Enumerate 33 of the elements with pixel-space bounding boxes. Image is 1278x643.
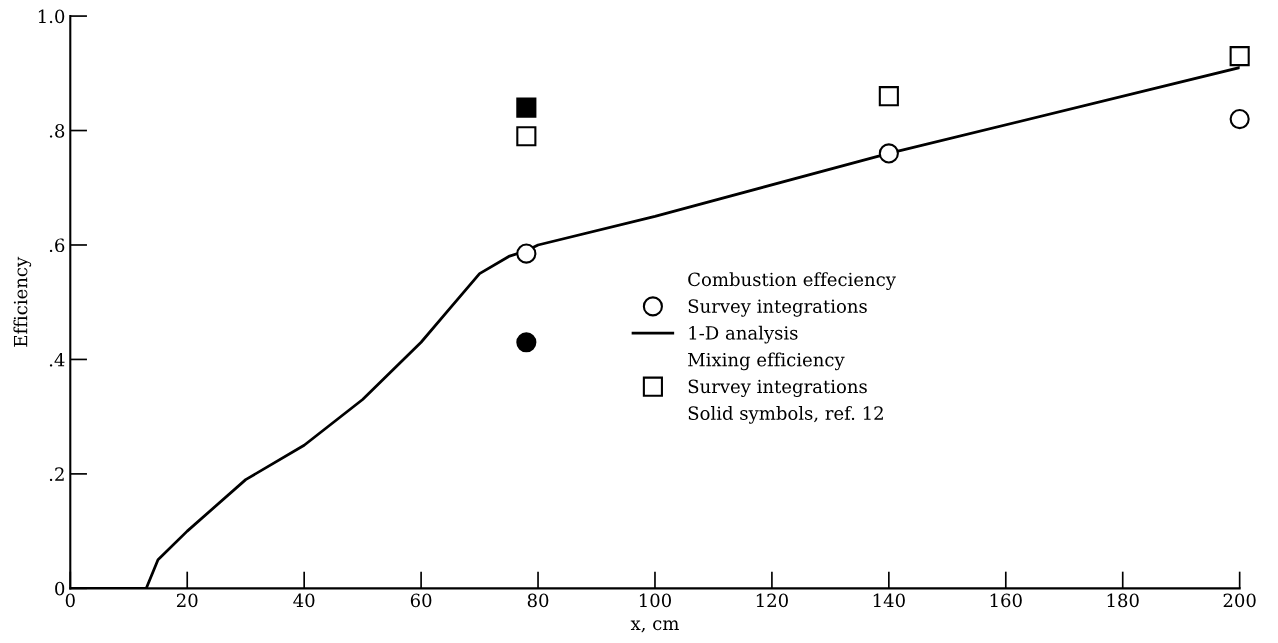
point xyxy=(516,126,537,147)
point xyxy=(516,97,537,118)
y-axis-title: Efficiency xyxy=(13,256,32,347)
point xyxy=(516,243,537,264)
legend-label: Survey integrations xyxy=(688,379,867,397)
y-tick-label: 0 xyxy=(55,581,65,596)
annotation: Solid symbols, ref. 12 xyxy=(688,406,883,424)
x-axis-title: x, cm xyxy=(630,620,679,633)
x-tick-label: 120 xyxy=(756,593,788,608)
x-tick-label: 140 xyxy=(873,593,905,608)
y-tick-label: .2 xyxy=(49,467,64,482)
point xyxy=(878,143,899,164)
y-tick-label: .4 xyxy=(49,352,65,367)
y-tick-label: .6 xyxy=(49,238,65,253)
x-tick-label: 40 xyxy=(293,593,315,608)
x-tick-label: 0 xyxy=(65,593,75,608)
point xyxy=(1229,46,1250,67)
x-tick-label: 60 xyxy=(410,593,432,608)
x-tick-label: 80 xyxy=(527,593,549,608)
x-tick-label: 200 xyxy=(1223,593,1256,608)
x-tick-label: 100 xyxy=(639,593,672,608)
annotation: Mixing efficiency xyxy=(688,352,845,371)
annotation: Combustion effeciency xyxy=(688,272,896,290)
x-tick-label: 20 xyxy=(176,593,198,608)
point xyxy=(1229,109,1250,130)
y-tick-label: 1.0 xyxy=(38,9,65,24)
y-tick-label: .8 xyxy=(49,123,65,138)
legend-label: Survey integrations xyxy=(688,299,867,317)
point xyxy=(516,332,537,353)
point xyxy=(878,86,899,107)
x-tick-label: 160 xyxy=(990,593,1022,608)
x-tick-label: 180 xyxy=(1107,593,1139,608)
legend-label: 1-D analysis xyxy=(689,325,798,344)
